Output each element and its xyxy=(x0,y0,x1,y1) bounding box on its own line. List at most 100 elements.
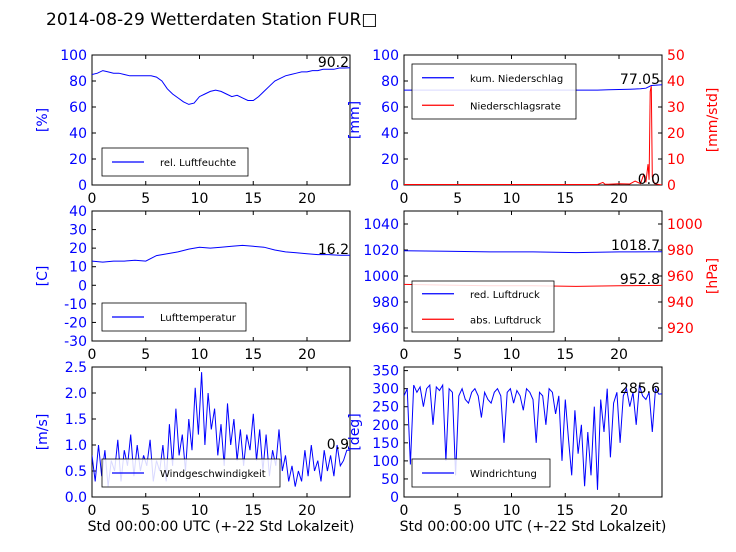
y-tick-label: 1040 xyxy=(363,217,399,233)
x-tick-label: 20 xyxy=(298,347,316,363)
x-tick-label: 10 xyxy=(503,503,521,519)
y-tick-label: 0 xyxy=(390,490,399,506)
y-tick-label: 20 xyxy=(69,241,87,257)
last-value-label: 0.0 xyxy=(638,172,660,188)
legend-label: rel. Luftfeuchte xyxy=(160,158,236,169)
x-tick-label: 10 xyxy=(503,191,521,207)
y-tick-label: 50 xyxy=(381,472,399,488)
y-right-tick-label: 980 xyxy=(667,243,694,259)
figure-title: 2014-08-29 Wetterdaten Station FUR□ xyxy=(46,10,377,30)
x-tick-label: 15 xyxy=(244,347,262,363)
legend-label: Windgeschwindigkeit xyxy=(160,469,266,480)
y-tick-label: -20 xyxy=(64,315,87,331)
y-tick-label: 1020 xyxy=(363,243,399,259)
y-tick-label: 200 xyxy=(372,418,399,434)
plot-frame xyxy=(403,366,663,498)
x-tick-label: 0 xyxy=(88,503,97,519)
y-right-tick-label: 10 xyxy=(667,152,685,168)
series-line xyxy=(92,67,350,105)
x-tick-label: 0 xyxy=(400,347,409,363)
series-line xyxy=(404,383,662,490)
x-tick-label: 20 xyxy=(610,191,628,207)
y-axis-right-label: [mm/std] xyxy=(705,88,721,153)
y-tick-label: 20 xyxy=(69,152,87,168)
y-right-tick-label: 50 xyxy=(667,48,685,64)
y-axis-label: [m/s] xyxy=(35,414,51,451)
chart-panel: 0 5 10 15 20 0.0 0.5 1.0 1.5 2.0 2.5 [m/s] Windgesch… xyxy=(35,360,351,519)
y-tick-label: 0 xyxy=(78,278,87,294)
y-right-tick-label: 0 xyxy=(667,178,676,194)
x-tick-label: 5 xyxy=(453,191,462,207)
chart-panel: 0 5 10 15 20 960 980 1000 1020 1040 920 940 960 980 10… xyxy=(363,210,721,363)
last-value-label: 0.9 xyxy=(327,437,349,453)
x-tick-label: 0 xyxy=(400,191,409,207)
chart-panel: 0 5 10 15 20 -30 -20 -10 0 10 20 30 40 [C] Lufttempera… xyxy=(35,204,351,363)
y-right-tick-label: 960 xyxy=(667,269,694,285)
y-tick-label: 100 xyxy=(372,454,399,470)
x-tick-label: 15 xyxy=(556,191,574,207)
y-tick-label: 2.5 xyxy=(65,360,87,376)
plot-frame xyxy=(91,366,351,498)
y-right-tick-label: 940 xyxy=(667,295,694,311)
x-tick-label: 0 xyxy=(400,503,409,519)
y-axis-label: [deg] xyxy=(347,413,363,450)
x-tick-label: 10 xyxy=(191,191,209,207)
chart-panel: 0 5 10 15 20 0 20 40 60 80 100 [%] rel. Luftfeuchte 9… xyxy=(35,48,351,207)
y-axis-label: [mm] xyxy=(347,101,363,139)
y-right-tick-label: 30 xyxy=(667,100,685,116)
legend-label: kum. Niederschlag xyxy=(470,74,563,85)
plot-frame xyxy=(91,210,351,342)
last-value-label: 16.2 xyxy=(318,242,349,258)
series-line xyxy=(404,250,662,254)
legend-label: Niederschlagsrate xyxy=(470,101,561,112)
y-tick-label: 1.0 xyxy=(65,438,87,454)
y-right-tick-label: 40 xyxy=(667,74,685,90)
y-tick-label: 980 xyxy=(372,295,399,311)
y-tick-label: 0 xyxy=(78,178,87,194)
x-tick-label: 20 xyxy=(610,503,628,519)
y-tick-label: 960 xyxy=(372,321,399,337)
y-tick-label: 150 xyxy=(372,436,399,452)
last-value-label: 90.2 xyxy=(318,55,349,71)
y-tick-label: 1000 xyxy=(363,269,399,285)
chart-panel: 0 5 10 15 20050100150200250300350[deg]Windri… xyxy=(347,364,663,519)
y-tick-label: 300 xyxy=(372,382,399,398)
y-tick-label: 80 xyxy=(69,74,87,90)
y-tick-label: 30 xyxy=(69,223,87,239)
y-axis-right-label: [hPa] xyxy=(705,258,721,294)
x-tick-label: 15 xyxy=(556,347,574,363)
y-tick-label: 40 xyxy=(381,126,399,142)
last-value-label: 1018.7 xyxy=(611,238,660,254)
y-tick-label: 100 xyxy=(60,48,87,64)
x-tick-label: 0 xyxy=(88,191,97,207)
x-tick-label: 15 xyxy=(556,503,574,519)
y-tick-label: 250 xyxy=(372,400,399,416)
y-tick-label: 40 xyxy=(69,126,87,142)
y-tick-label: 40 xyxy=(69,204,87,220)
last-value-label: 285.6 xyxy=(620,381,660,397)
y-axis-label: [%] xyxy=(35,108,51,132)
legend-label: Windrichtung xyxy=(470,469,537,480)
x-axis-label-right: Std 00:00:00 UTC (+-22 Std Lokalzeit) xyxy=(400,519,667,535)
x-tick-label: 5 xyxy=(453,347,462,363)
plot-frame xyxy=(91,54,351,186)
y-tick-label: 10 xyxy=(69,260,87,276)
y-tick-label: 60 xyxy=(69,100,87,116)
y-right-tick-label: 920 xyxy=(667,321,694,337)
y-tick-label: 60 xyxy=(381,100,399,116)
y-tick-label: 1.5 xyxy=(65,412,87,428)
chart-panel: 0 5 10 15 20 0 20 40 60 80 100 0 10 20 30 40 50 [mm] [mm/s… xyxy=(347,48,721,207)
x-tick-label: 0 xyxy=(88,347,97,363)
y-tick-label: 0.0 xyxy=(65,490,87,506)
last-value-label: 952.8 xyxy=(620,272,660,288)
series-line xyxy=(404,86,662,185)
y-tick-label: -10 xyxy=(64,297,87,313)
x-tick-label: 20 xyxy=(610,347,628,363)
x-tick-label: 15 xyxy=(244,503,262,519)
legend-label: red. Luftdruck xyxy=(470,290,540,301)
y-tick-label: 0 xyxy=(390,178,399,194)
x-tick-label: 5 xyxy=(141,503,150,519)
x-tick-label: 10 xyxy=(191,503,209,519)
legend-label: abs. Luftdruck xyxy=(470,315,541,326)
